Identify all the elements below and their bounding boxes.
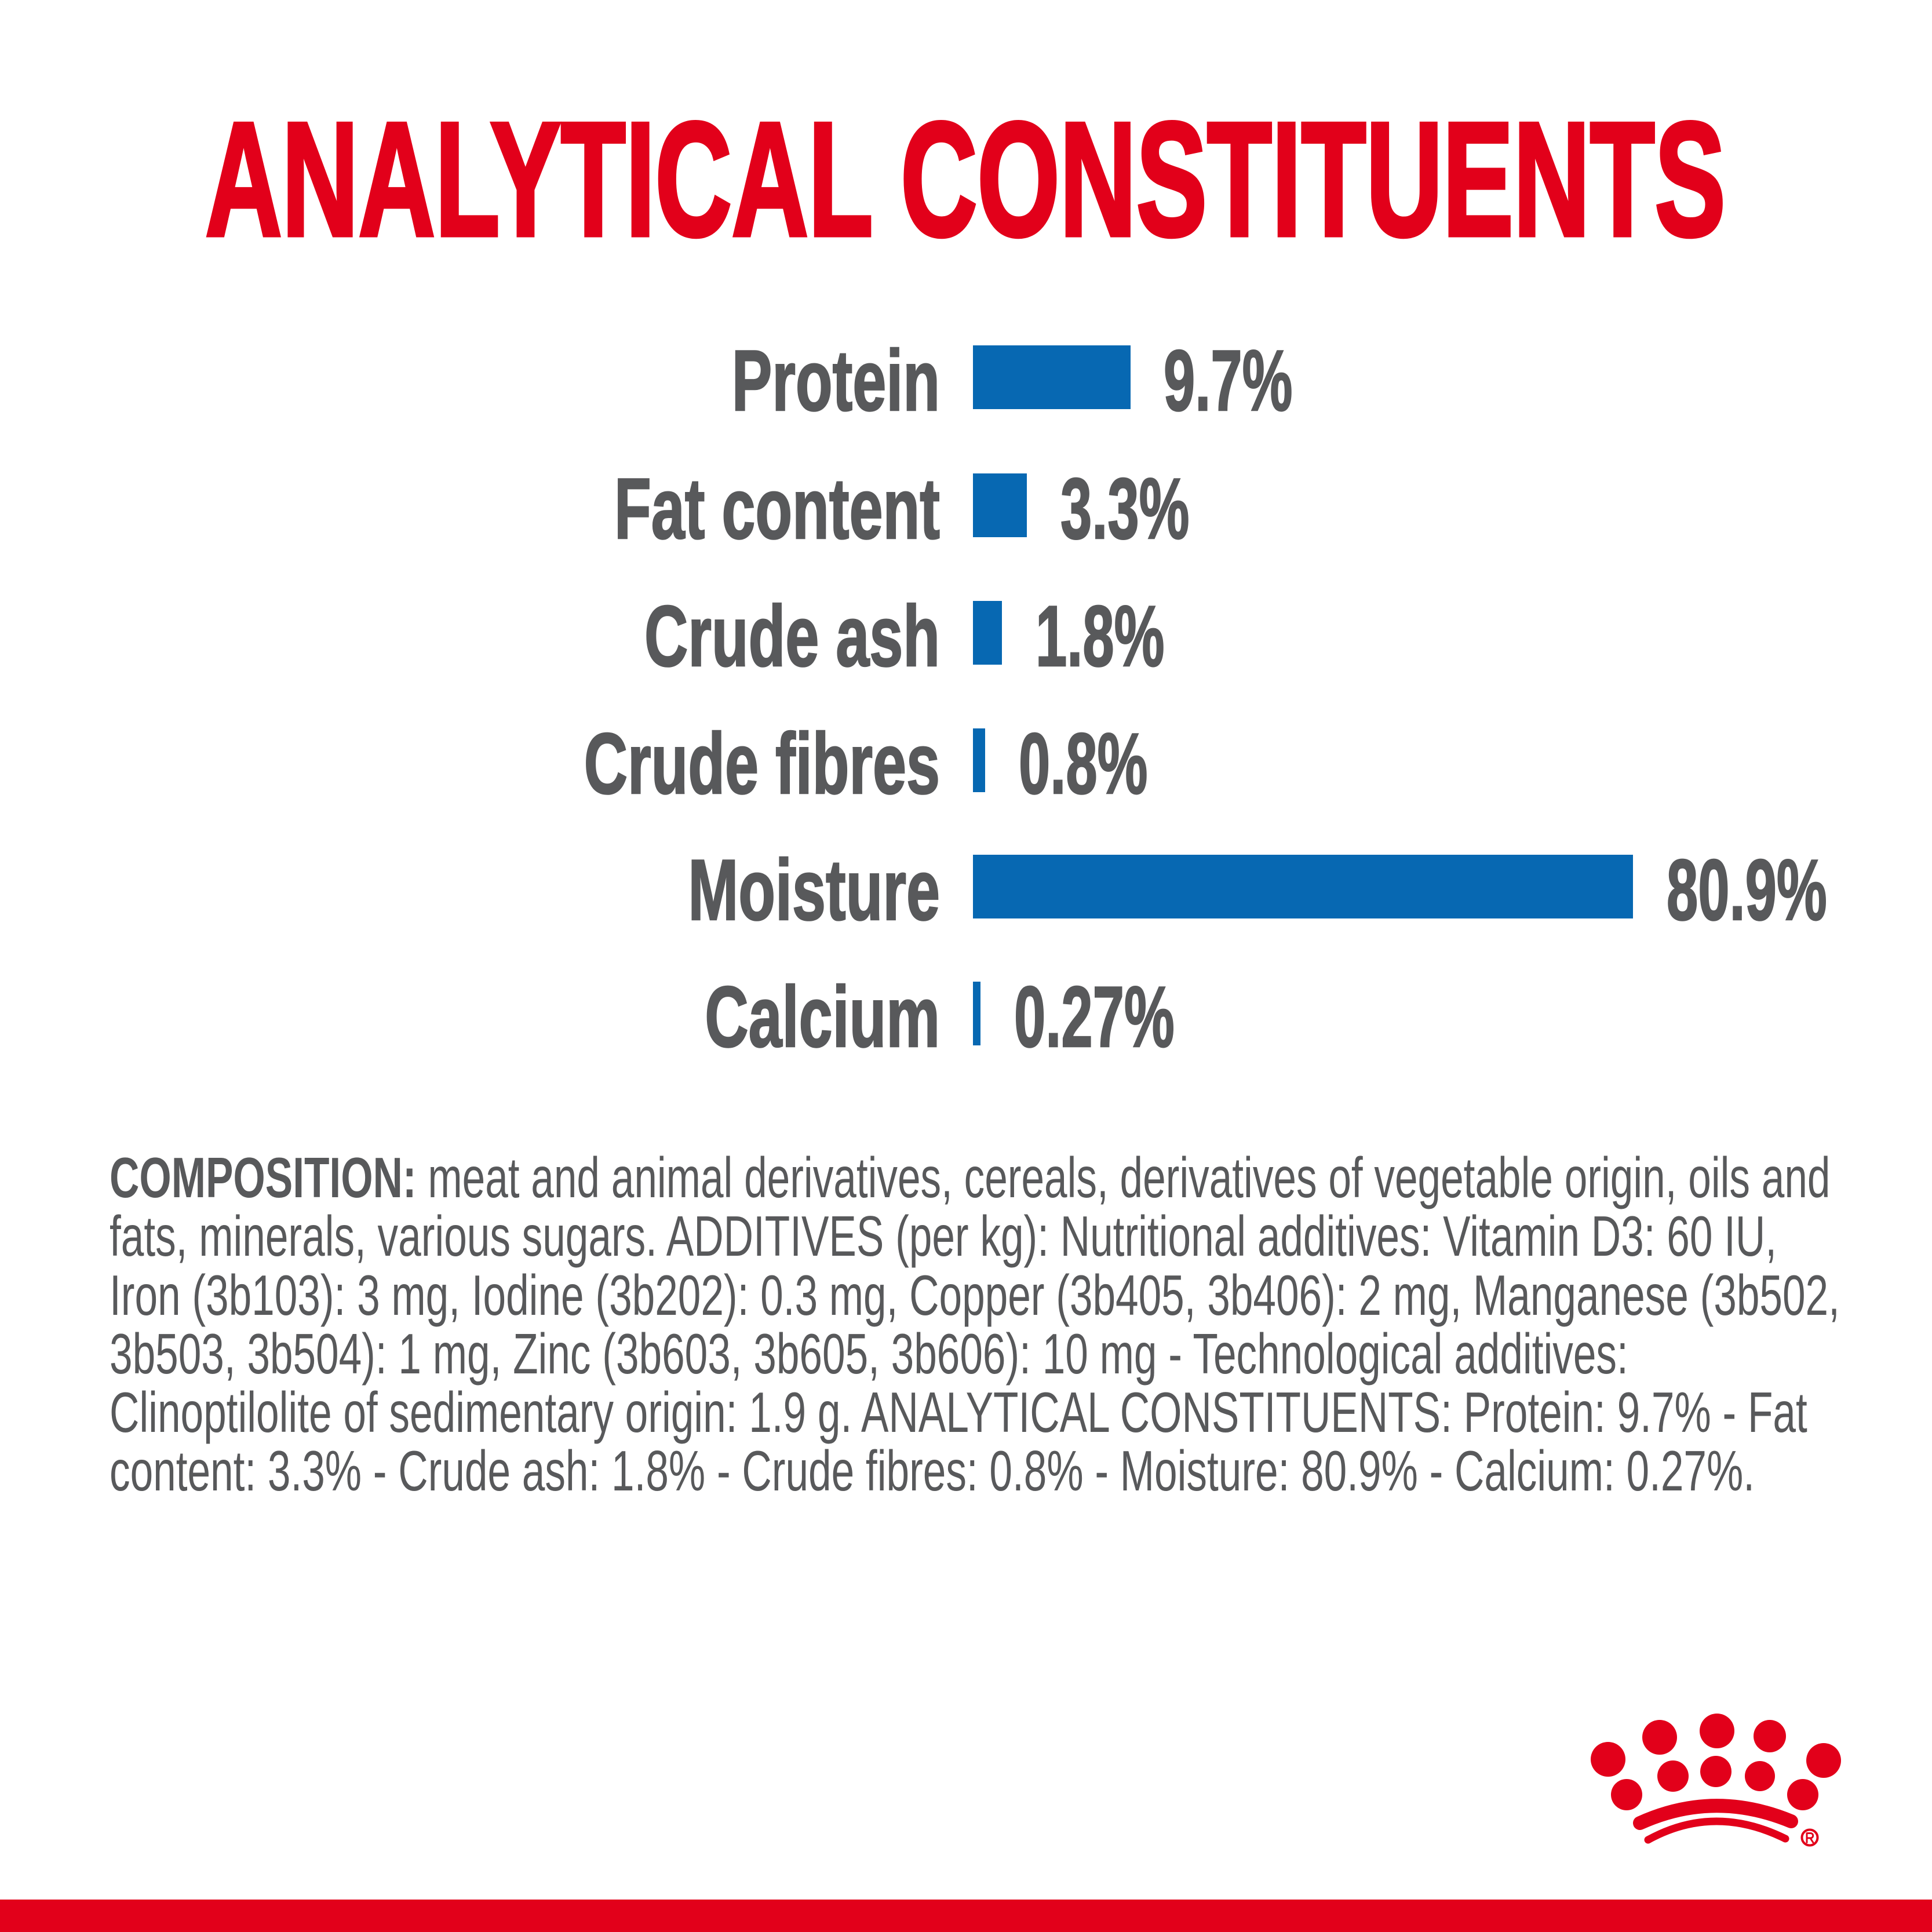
svg-text:content: 3.3% - Crude ash: 1.8: content: 3.3% - Crude ash: 1.8% - Crude … (110, 1439, 1755, 1503)
svg-text:Crude fibres: Crude fibres (584, 716, 940, 812)
svg-text:Calcium: Calcium (705, 969, 940, 1066)
svg-text:Moisture: Moisture (688, 843, 940, 939)
svg-text:80.9%: 80.9% (1667, 841, 1827, 938)
svg-text:0.27%: 0.27% (1014, 968, 1175, 1065)
svg-text:Clinoptilolite of sedimentary: Clinoptilolite of sedimentary origin: 1.… (110, 1381, 1807, 1445)
svg-text:Fat content: Fat content (614, 461, 940, 557)
svg-text:Crude ash: Crude ash (644, 589, 940, 685)
svg-text:9.7%: 9.7% (1164, 332, 1292, 429)
svg-text:Protein: Protein (732, 333, 940, 429)
svg-text:1.8%: 1.8% (1036, 588, 1164, 684)
svg-text:3b503, 3b504): 1 mg, Zinc (3b6: 3b503, 3b504): 1 mg, Zinc (3b603, 3b605,… (110, 1322, 1628, 1386)
svg-text:3.3%: 3.3% (1060, 460, 1189, 557)
svg-text:fats, minerals, various sugars: fats, minerals, various sugars. ADDITIVE… (110, 1205, 1777, 1268)
svg-text:ANALYTICAL CONSTITUENTS: ANALYTICAL CONSTITUENTS (205, 89, 1725, 271)
svg-text:0.8%: 0.8% (1019, 715, 1147, 812)
svg-text:COMPOSITION: meat and animal d: COMPOSITION: meat and animal derivatives… (110, 1146, 1830, 1210)
svg-text:Iron (3b103): 3 mg, Iodine (3b: Iron (3b103): 3 mg, Iodine (3b202): 0.3 … (110, 1264, 1840, 1328)
